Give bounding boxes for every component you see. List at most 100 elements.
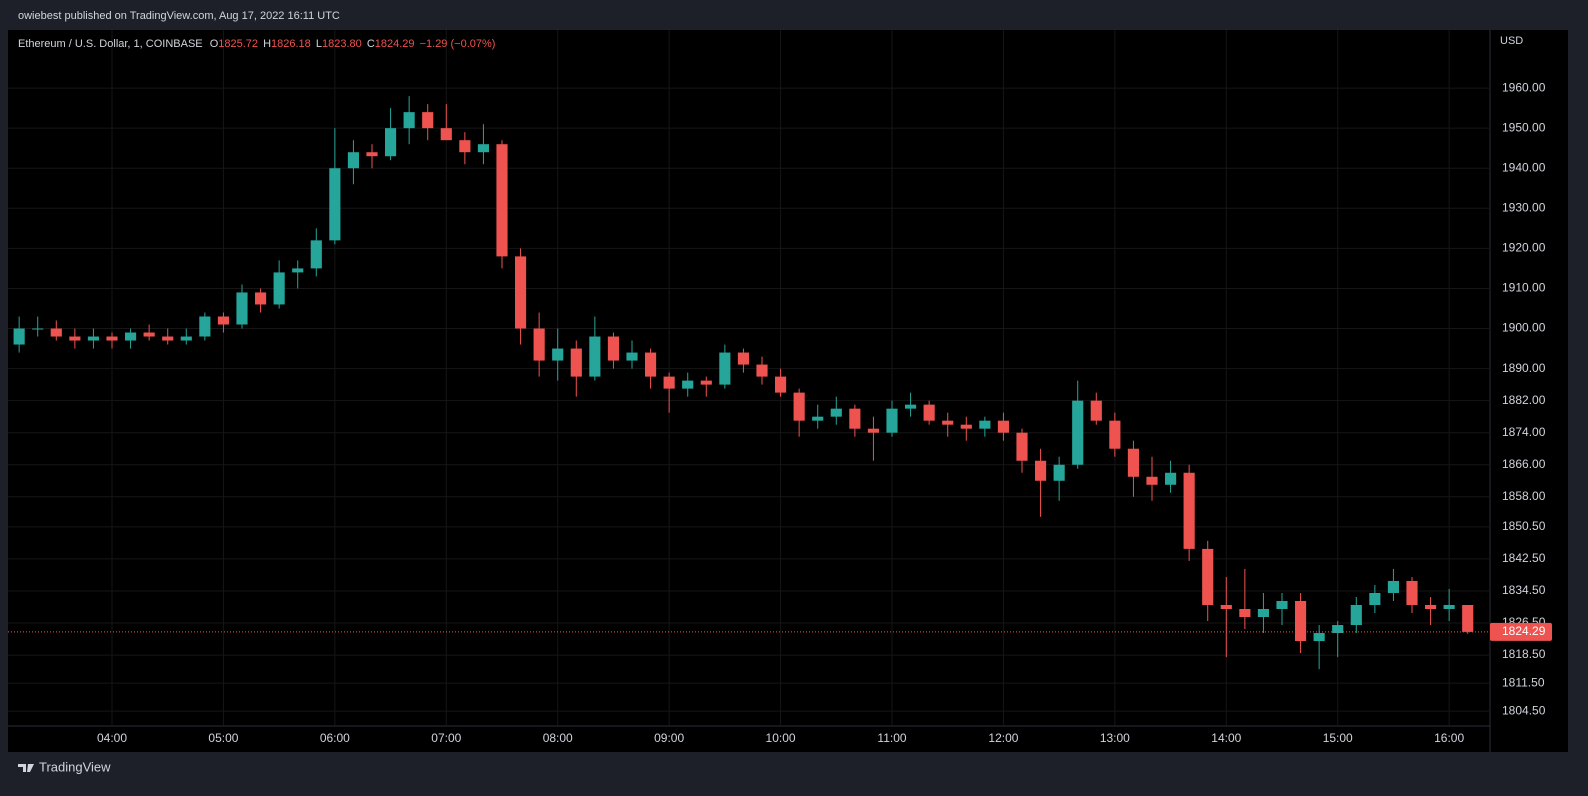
x-tick-label: 12:00 bbox=[988, 731, 1018, 745]
y-tick-label: 1850.50 bbox=[1502, 519, 1546, 533]
candle-body bbox=[1425, 604, 1437, 609]
candle-body bbox=[1350, 604, 1362, 626]
candle-body bbox=[756, 364, 768, 377]
candle-body bbox=[515, 256, 527, 329]
candle-body bbox=[1332, 625, 1344, 634]
y-tick-label: 1866.00 bbox=[1502, 457, 1546, 471]
y-tick-label: 1882.00 bbox=[1502, 393, 1546, 407]
candle-body bbox=[793, 392, 805, 421]
candle-body bbox=[775, 376, 787, 393]
x-tick-label: 11:00 bbox=[877, 731, 906, 745]
candle-body bbox=[1443, 604, 1455, 609]
last-price-tag bbox=[1490, 622, 1552, 641]
x-tick-label: 05:00 bbox=[208, 731, 238, 745]
candle-body bbox=[273, 272, 285, 305]
candle-body bbox=[682, 380, 694, 389]
y-tick-label: 1811.50 bbox=[1502, 675, 1545, 689]
candle-body bbox=[737, 352, 749, 365]
x-tick-label: 14:00 bbox=[1211, 731, 1241, 745]
candle-body bbox=[180, 336, 192, 341]
candle-body bbox=[923, 404, 935, 421]
candle-body bbox=[589, 336, 601, 377]
x-tick-label: 06:00 bbox=[320, 731, 350, 745]
legend-value: 1825.72 bbox=[218, 38, 258, 50]
x-tick-label: 10:00 bbox=[766, 731, 796, 745]
candle-body bbox=[87, 336, 99, 341]
candle-body bbox=[1220, 604, 1232, 609]
candle-body bbox=[440, 128, 452, 141]
legend: Ethereum / U.S. Dollar, 1, COINBASE O182… bbox=[18, 38, 495, 50]
candle-body bbox=[979, 420, 991, 429]
y-tick-label: 1804.50 bbox=[1502, 703, 1546, 717]
candle-body bbox=[1406, 580, 1418, 605]
candle-body bbox=[1053, 464, 1065, 481]
y-tick-label: 1960.00 bbox=[1502, 80, 1546, 94]
candle-body bbox=[867, 428, 879, 433]
candle-body bbox=[329, 168, 341, 241]
candle-body bbox=[496, 144, 508, 257]
legend-change: −1.29 (−0.07%) bbox=[420, 38, 496, 50]
candle-body bbox=[533, 328, 545, 361]
candle-body bbox=[236, 292, 248, 325]
candle-body bbox=[570, 348, 582, 377]
y-tick-label: 1834.50 bbox=[1502, 583, 1546, 597]
x-tick-label: 04:00 bbox=[97, 731, 127, 745]
x-tick-label: 15:00 bbox=[1323, 731, 1353, 745]
candle-body bbox=[422, 112, 434, 129]
y-tick-label: 1842.50 bbox=[1502, 551, 1546, 565]
candle-body bbox=[217, 316, 229, 325]
candle-body bbox=[32, 328, 44, 330]
candle-body bbox=[1127, 448, 1139, 477]
y-tick-label: 1940.00 bbox=[1502, 160, 1546, 174]
candle-body bbox=[1035, 460, 1047, 481]
candle-body bbox=[552, 348, 564, 361]
candle-body bbox=[719, 352, 731, 385]
x-tick-label: 16:00 bbox=[1434, 731, 1464, 745]
y-tick-label: 1858.00 bbox=[1502, 489, 1546, 503]
y-tick-label: 1874.00 bbox=[1502, 425, 1546, 439]
candle-body bbox=[1276, 600, 1288, 609]
x-tick-label: 08:00 bbox=[543, 731, 573, 745]
candle-body bbox=[1239, 608, 1251, 618]
footer: TradingView bbox=[39, 759, 111, 774]
last-price-label: 1824.29 bbox=[1502, 624, 1546, 638]
logo: TradingView bbox=[18, 759, 111, 774]
legend-prefix: H bbox=[263, 38, 271, 50]
candle-body bbox=[849, 408, 861, 429]
candle-body bbox=[1462, 604, 1474, 632]
legend-prefix: C bbox=[367, 38, 375, 50]
legend-prefix: O bbox=[210, 38, 219, 50]
legend-value: 1826.18 bbox=[271, 38, 311, 50]
candle-body bbox=[143, 332, 155, 337]
candle-body bbox=[830, 408, 842, 417]
candle-body bbox=[1313, 633, 1325, 642]
candle-body bbox=[347, 152, 359, 169]
candle-body bbox=[292, 268, 304, 273]
candle-body bbox=[1202, 548, 1214, 605]
candle-body bbox=[1295, 600, 1307, 642]
candle-body bbox=[403, 112, 415, 129]
candle-body bbox=[366, 152, 378, 157]
y-tick-label: 1900.00 bbox=[1502, 321, 1546, 335]
x-tick-label: 09:00 bbox=[654, 731, 684, 745]
candle-body bbox=[960, 424, 972, 429]
x-tick-label: 13:00 bbox=[1100, 731, 1130, 745]
candle-body bbox=[626, 352, 638, 361]
legend-prefix: L bbox=[316, 38, 322, 50]
candle-body bbox=[50, 328, 62, 337]
y-tick-label: 1890.00 bbox=[1502, 361, 1546, 375]
logo-mark bbox=[18, 764, 34, 772]
candle-body bbox=[69, 336, 81, 341]
y-tick-label: 1950.00 bbox=[1502, 120, 1546, 134]
candle-body bbox=[1257, 608, 1269, 618]
legend-symbol: Ethereum / U.S. Dollar, 1, COINBASE bbox=[18, 38, 203, 50]
legend-value: 1824.29 bbox=[375, 38, 415, 50]
candle-body bbox=[1072, 400, 1084, 465]
candle-body bbox=[645, 352, 657, 377]
legend-value: 1823.80 bbox=[322, 38, 362, 50]
candle-body bbox=[1090, 400, 1102, 421]
candle-body bbox=[13, 328, 25, 345]
candle-body bbox=[942, 420, 954, 425]
y-tick-label: 1920.00 bbox=[1502, 241, 1546, 255]
